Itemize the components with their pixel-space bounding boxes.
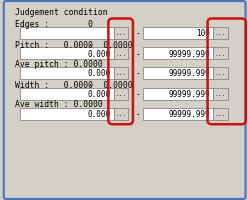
Text: ...: ... xyxy=(215,71,226,76)
Text: 0.000: 0.000 xyxy=(88,110,111,119)
Text: 99999.999: 99999.999 xyxy=(169,110,210,119)
Text: 0.000: 0.000 xyxy=(88,90,111,99)
Text: -: - xyxy=(136,90,141,99)
Bar xyxy=(213,68,228,80)
Text: -: - xyxy=(136,69,141,78)
Bar xyxy=(143,68,213,80)
Bar xyxy=(114,28,128,40)
Bar xyxy=(143,108,213,120)
Text: -  0.0000: - 0.0000 xyxy=(79,41,133,49)
Bar xyxy=(114,88,128,100)
Text: Ave width : 0.0000: Ave width : 0.0000 xyxy=(15,100,103,108)
Text: 0.000: 0.000 xyxy=(88,69,111,78)
Text: 99999.999: 99999.999 xyxy=(169,50,210,58)
Bar xyxy=(213,28,228,40)
Bar xyxy=(143,48,213,60)
Bar xyxy=(20,48,114,60)
Text: 99999.999: 99999.999 xyxy=(169,69,210,78)
FancyBboxPatch shape xyxy=(4,2,246,199)
Bar xyxy=(213,108,228,120)
Text: ...: ... xyxy=(116,31,127,36)
Text: Edges :        0: Edges : 0 xyxy=(15,20,93,28)
Text: -: - xyxy=(136,110,141,119)
Text: ...: ... xyxy=(116,52,127,56)
Text: ...: ... xyxy=(116,92,127,97)
Text: -: - xyxy=(136,50,141,58)
Text: ...: ... xyxy=(116,71,127,76)
Bar xyxy=(213,48,228,60)
Bar xyxy=(143,28,213,40)
Bar xyxy=(20,28,114,40)
Text: Judgement condition: Judgement condition xyxy=(15,8,107,17)
Bar xyxy=(20,68,114,80)
Bar xyxy=(213,88,228,100)
Text: Ave pitch : 0.0000: Ave pitch : 0.0000 xyxy=(15,60,103,68)
Text: ...: ... xyxy=(215,112,226,117)
Bar xyxy=(114,68,128,80)
Bar xyxy=(114,48,128,60)
Text: 99999.999: 99999.999 xyxy=(169,90,210,99)
Text: 0.000: 0.000 xyxy=(88,50,111,58)
Bar xyxy=(143,88,213,100)
Bar xyxy=(20,108,114,120)
Text: ...: ... xyxy=(215,92,226,97)
Text: Pitch :   0.0000: Pitch : 0.0000 xyxy=(15,41,93,49)
Text: -: - xyxy=(136,29,141,38)
Bar xyxy=(114,108,128,120)
Text: -  0.0000: - 0.0000 xyxy=(79,81,133,89)
Text: 100: 100 xyxy=(196,29,210,38)
Text: ...: ... xyxy=(215,31,226,36)
Text: Width :   0.0000: Width : 0.0000 xyxy=(15,81,93,89)
Bar xyxy=(20,88,114,100)
Text: ...: ... xyxy=(215,52,226,56)
Text: ...: ... xyxy=(116,112,127,117)
